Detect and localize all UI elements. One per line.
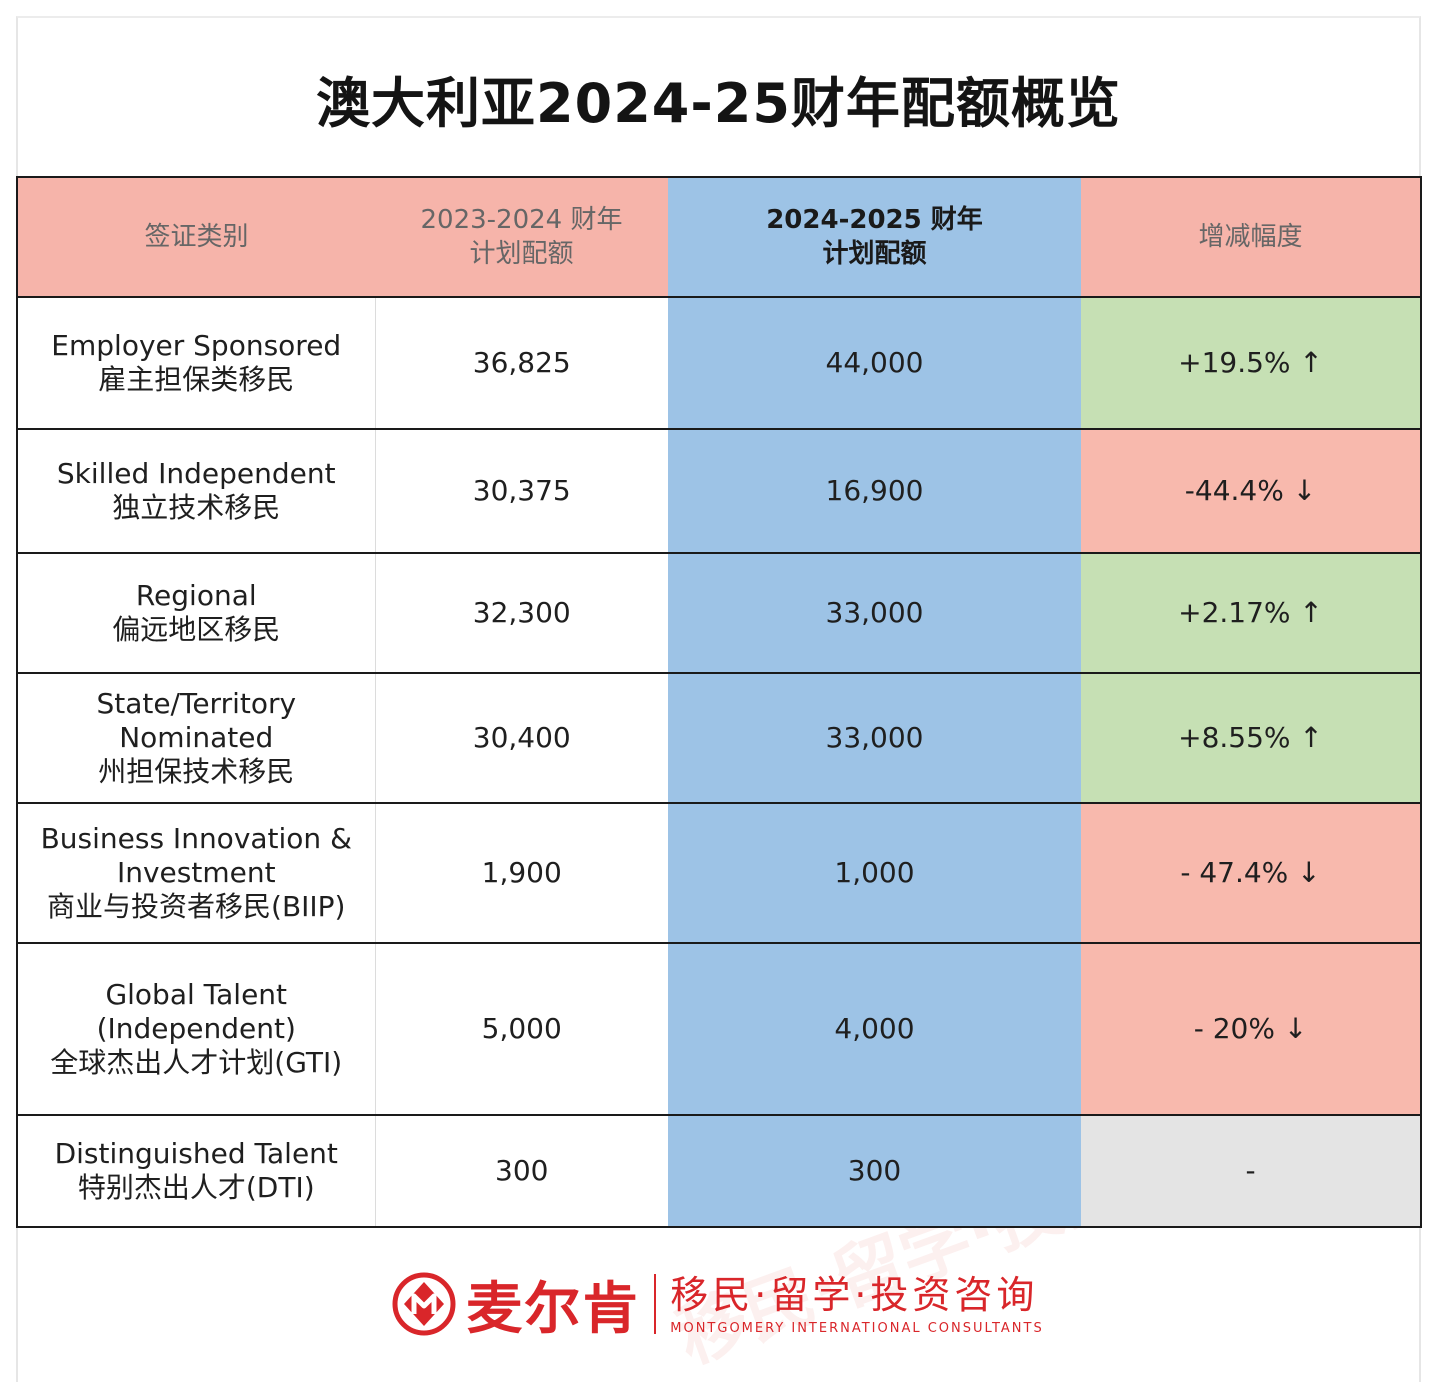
- table-header-row: 签证类别 2023-2024 财年 计划配额 2024-2025 财年 计划配额…: [16, 176, 1422, 298]
- brand-footer: 麦尔肯 移民·留学·投资咨询 MONTGOMERY INTERNATIONAL …: [16, 1226, 1420, 1382]
- change-cell: -: [1081, 1114, 1422, 1228]
- change-cell: +8.55% ↑: [1081, 672, 1422, 804]
- category-en: Distinguished Talent: [54, 1137, 338, 1170]
- fy2024-quota: 33,000: [668, 552, 1081, 674]
- fy2023-quota: 32,300: [375, 552, 668, 674]
- quota-table: 签证类别 2023-2024 财年 计划配额 2024-2025 财年 计划配额…: [16, 176, 1422, 1228]
- category-en: Regional: [135, 579, 257, 612]
- table-row: Regional 偏远地区移民 32,300 33,000 +2.17% ↑: [16, 552, 1422, 674]
- fy2023-quota: 36,825: [375, 296, 668, 430]
- table-row: Employer Sponsored 雇主担保类移民 36,825 44,000…: [16, 296, 1422, 430]
- fy2023-quota: 5,000: [375, 942, 668, 1116]
- category-en: State/Territory Nominated: [96, 687, 297, 754]
- change-cell: - 20% ↓: [1081, 942, 1422, 1116]
- fy2024-quota: 1,000: [668, 802, 1081, 944]
- table-row: Distinguished Talent 特别杰出人才(DTI) 300 300…: [16, 1114, 1422, 1228]
- category-en: Skilled Independent: [56, 457, 336, 490]
- category-en: Employer Sponsored: [51, 329, 342, 362]
- table-row: State/Territory Nominated 州担保技术移民 30,400…: [16, 672, 1422, 804]
- category-zh: 全球杰出人才计划(GTI): [50, 1046, 343, 1079]
- category-cell: Business Innovation & Investment 商业与投资者移…: [16, 802, 376, 944]
- fy2023-quota: 30,375: [375, 428, 668, 554]
- category-cell: Global Talent (Independent) 全球杰出人才计划(GTI…: [16, 942, 376, 1116]
- category-zh: 偏远地区移民: [112, 613, 281, 646]
- brand-slogan: 移民·留学·投资咨询: [670, 1272, 1039, 1317]
- category-cell: Employer Sponsored 雇主担保类移民: [16, 296, 376, 430]
- fy2023-quota: 300: [375, 1114, 668, 1228]
- m-logo-icon: [392, 1272, 456, 1336]
- fy2024-quota: 300: [668, 1114, 1081, 1228]
- header-category: 签证类别: [16, 176, 375, 298]
- category-zh: 雇主担保类移民: [98, 363, 295, 396]
- change-cell: -44.4% ↓: [1081, 428, 1422, 554]
- table-row: Global Talent (Independent) 全球杰出人才计划(GTI…: [16, 942, 1422, 1116]
- fy2023-quota: 1,900: [375, 802, 668, 944]
- category-zh: 商业与投资者移民(BIIP): [47, 890, 346, 923]
- brand-divider: [654, 1274, 657, 1334]
- table-row: Business Innovation & Investment 商业与投资者移…: [16, 802, 1422, 944]
- change-cell: +2.17% ↑: [1081, 552, 1422, 674]
- category-cell: Skilled Independent 独立技术移民: [16, 428, 376, 554]
- brand-name: 麦尔肯: [466, 1276, 641, 1342]
- category-zh: 特别杰出人才(DTI): [77, 1171, 315, 1204]
- header-fy2024: 2024-2025 财年 计划配额: [668, 176, 1081, 298]
- fy2024-quota: 4,000: [668, 942, 1081, 1116]
- category-cell: Distinguished Talent 特别杰出人才(DTI): [16, 1114, 376, 1228]
- fy2024-quota: 33,000: [668, 672, 1081, 804]
- category-zh: 州担保技术移民: [98, 755, 295, 788]
- change-cell: - 47.4% ↓: [1081, 802, 1422, 944]
- brand-logo: 麦尔肯 移民·留学·投资咨询 MONTGOMERY INTERNATIONAL …: [392, 1264, 1043, 1345]
- category-en: Business Innovation & Investment: [40, 822, 352, 889]
- category-cell: Regional 偏远地区移民: [16, 552, 376, 674]
- fy2024-quota: 44,000: [668, 296, 1081, 430]
- brand-slogan-en: MONTGOMERY INTERNATIONAL CONSULTANTS: [670, 1320, 1044, 1336]
- page-title: 澳大利亚2024-25财年配额概览: [316, 71, 1121, 135]
- category-zh: 独立技术移民: [112, 491, 281, 524]
- table-row: Skilled Independent 独立技术移民 30,375 16,900…: [16, 428, 1422, 554]
- category-en: Global Talent (Independent): [96, 978, 296, 1045]
- header-change: 增减幅度: [1081, 176, 1422, 298]
- category-cell: State/Territory Nominated 州担保技术移民: [16, 672, 376, 804]
- header-fy2023: 2023-2024 财年 计划配额: [375, 176, 668, 298]
- fy2023-quota: 30,400: [375, 672, 668, 804]
- change-cell: +19.5% ↑: [1081, 296, 1422, 430]
- fy2024-quota: 16,900: [668, 428, 1081, 554]
